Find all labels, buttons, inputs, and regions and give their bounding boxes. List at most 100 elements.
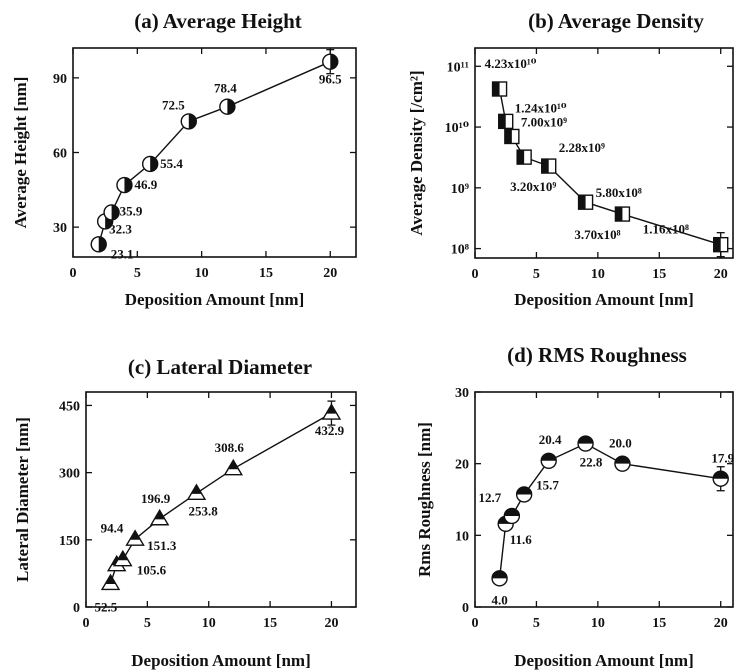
- x-tick-label: 20: [324, 616, 338, 631]
- data-point: [540, 452, 557, 469]
- chart-panel-d: (d) RMS Roughness 0 5 10 15 20 0 10 20 30 Depositi…: [415, 343, 735, 670]
- data-label: 432.9: [315, 423, 345, 438]
- plot-frame: [474, 47, 734, 259]
- data-point: [541, 158, 557, 174]
- y-tick-label: 450: [59, 399, 80, 414]
- data-label: 94.4: [101, 521, 124, 536]
- data-point: [223, 458, 243, 476]
- x-tick-label: 20: [714, 267, 728, 282]
- x-tick-label: 5: [134, 266, 141, 281]
- data-label: 151.3: [147, 538, 177, 553]
- data-label: 52.5: [95, 599, 118, 614]
- x-tick-label: 5: [144, 616, 151, 631]
- data-point: [498, 113, 514, 130]
- plot-frame: [474, 391, 734, 608]
- y-tick-label: 150: [59, 534, 80, 549]
- y-tick-label: 90: [53, 72, 67, 87]
- y-tick-label: 30: [53, 221, 67, 236]
- data-label: 196.9: [141, 491, 171, 506]
- data-point: [491, 81, 508, 97]
- y-tick-label: 60: [53, 147, 67, 162]
- data-label: 15.7: [536, 477, 559, 492]
- data-point: [141, 155, 159, 173]
- x-tick-label: 15: [652, 267, 666, 282]
- y-tick-label: 0: [73, 601, 80, 616]
- data-point: [516, 149, 532, 165]
- x-tick-label: 10: [202, 616, 216, 631]
- x-tick-label: 20: [714, 616, 728, 631]
- data-point: [322, 53, 339, 70]
- x-tick-label: 15: [652, 616, 666, 631]
- data-label: 20.4: [539, 432, 562, 447]
- y-tick-label: 10⁹: [451, 182, 469, 197]
- data-point: [219, 98, 236, 115]
- data-label: 32.3: [109, 221, 132, 236]
- x-tick-label: 5: [533, 267, 540, 282]
- data-point: [712, 470, 729, 487]
- data-point: [103, 204, 120, 221]
- data-label: 46.9: [134, 177, 157, 192]
- data-label: 4.0: [491, 592, 507, 607]
- y-tick-label: 10¹¹: [447, 60, 469, 75]
- data-label: 20.0: [609, 436, 632, 451]
- chart-title: (a) Average Height: [134, 9, 302, 33]
- data-point: [577, 435, 594, 452]
- data-label: 7.00x10⁹: [521, 114, 567, 129]
- y-tick-label: 0: [462, 601, 469, 616]
- series-line: [498, 442, 721, 579]
- y-tick-label: 20: [455, 458, 469, 473]
- chart-panel-b: (b) Average Density 0 5 10 15 20 10⁸ 10⁹ 10¹⁰ 10¹…: [407, 9, 734, 309]
- data-label: 4.23x10¹⁰: [485, 56, 537, 71]
- x-axis-label: Deposition Amount [nm]: [514, 651, 693, 670]
- data-label: 105.6: [137, 563, 167, 578]
- x-tick-label: 10: [591, 616, 605, 631]
- chart-panel-c: (c) Lateral Diameter 0 5 10 15 20 0 150 300 450 De…: [13, 355, 357, 670]
- data-point: [491, 570, 508, 587]
- data-point: [116, 176, 133, 194]
- data-label: 35.9: [120, 203, 143, 218]
- x-axis-label: Deposition Amount [nm]: [514, 290, 693, 309]
- data-label: 253.8: [188, 503, 218, 518]
- y-tick-label: 300: [59, 467, 80, 482]
- data-label: 308.6: [215, 440, 245, 455]
- data-point: [713, 236, 729, 253]
- chart-title: (c) Lateral Diameter: [128, 355, 312, 379]
- x-tick-label: 15: [263, 616, 277, 631]
- chart-title: (d) RMS Roughness: [507, 343, 687, 367]
- data-point: [125, 529, 145, 546]
- x-tick-label: 0: [472, 267, 479, 282]
- plot-frame: [85, 391, 357, 608]
- data-label: 1.24x10¹⁰: [515, 100, 567, 115]
- data-label: 23.1: [111, 246, 134, 261]
- x-axis-label: Deposition Amount [nm]: [131, 651, 310, 670]
- y-axis-label: Average Height [nm]: [11, 77, 30, 229]
- y-axis-label: Rms Roughness [nm]: [415, 422, 434, 577]
- data-point: [149, 508, 170, 526]
- data-point: [614, 206, 631, 222]
- data-point: [180, 113, 197, 130]
- data-point: [113, 549, 133, 567]
- data-label: 96.5: [319, 72, 342, 87]
- data-point: [186, 483, 207, 500]
- data-label: 78.4: [214, 81, 237, 96]
- data-point: [614, 455, 631, 472]
- y-tick-label: 30: [455, 386, 469, 401]
- chart-title: (b) Average Density: [528, 9, 704, 33]
- data-label: 3.70x10⁸: [574, 227, 620, 242]
- x-tick-label: 0: [472, 616, 479, 631]
- x-tick-label: 10: [195, 266, 209, 281]
- data-label: 55.4: [160, 156, 183, 171]
- data-point: [321, 403, 342, 420]
- data-label: 3.20x10⁹: [510, 179, 556, 194]
- data-point: [515, 486, 533, 503]
- data-point: [100, 573, 121, 591]
- data-point: [90, 236, 107, 253]
- y-axis-label: Lateral Diameter [nm]: [13, 417, 32, 582]
- x-tick-label: 20: [323, 266, 337, 281]
- x-tick-label: 0: [70, 266, 77, 281]
- chart-panel-a: (a) Average Height 0 5 10 15 20 30 60 90 Depositi…: [11, 9, 357, 309]
- data-label: 22.8: [580, 455, 603, 470]
- data-point: [577, 194, 594, 210]
- y-tick-label: 10⁸: [451, 243, 469, 258]
